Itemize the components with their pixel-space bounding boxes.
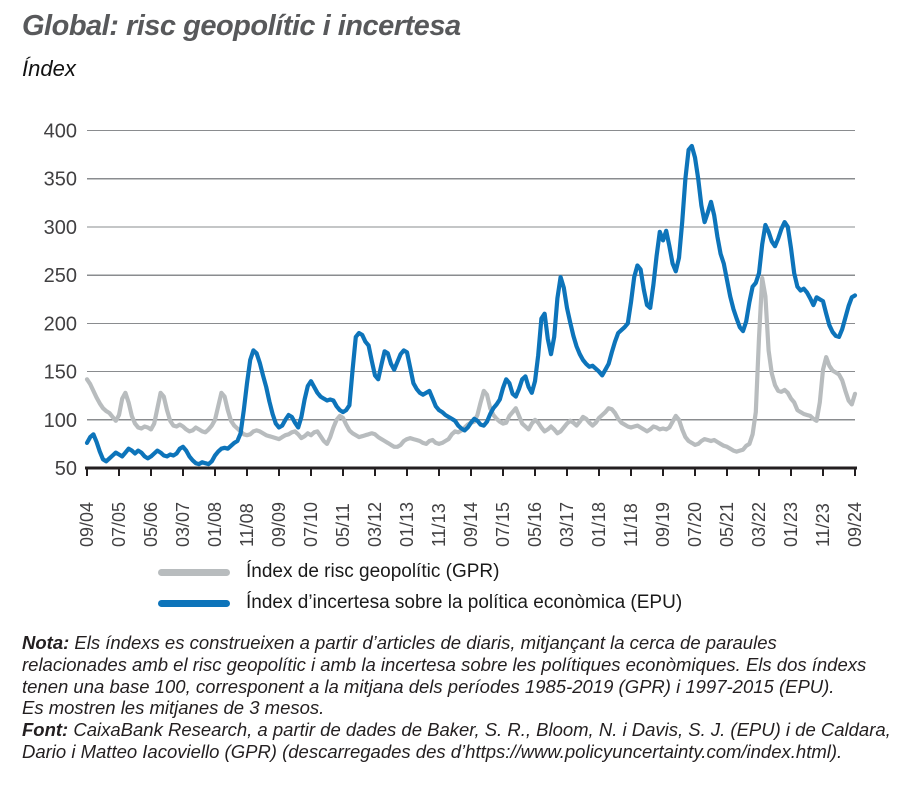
epu-line-swatch <box>158 599 230 607</box>
x-axis-tick-label: 09/24 <box>845 502 865 547</box>
x-axis-tick-label: 01/13 <box>397 502 417 547</box>
y-axis-tick-label: 250 <box>44 265 77 287</box>
legend-label-epu: Índex d’incertesa sobre la política econ… <box>246 592 683 613</box>
x-axis-tick-label: 11/08 <box>237 503 257 547</box>
x-axis-tick-label: 03/17 <box>557 502 577 547</box>
x-axis-tick-label: 03/07 <box>173 502 193 547</box>
source-text: Font: CaixaBank Research, a partir de da… <box>22 719 891 762</box>
y-axis-tick-label: 100 <box>44 410 77 432</box>
axis-unit-label: Índex <box>22 56 76 81</box>
x-axis-tick-label: 05/16 <box>525 502 545 547</box>
x-axis-tick-label: 05/21 <box>717 502 737 547</box>
chart-legend: Índex de risc geopolític (GPR) Índex d’i… <box>158 561 682 614</box>
x-axis-tick-label: 05/11 <box>333 503 353 547</box>
line-chart-canvas: 400 350 300 250 200 150 100 50 09/04 07/05 05/06 03… <box>44 121 865 547</box>
x-axis-tick-label: 01/18 <box>589 502 609 547</box>
epu-series-line <box>84 143 858 467</box>
source-label: Font: <box>22 719 69 741</box>
page-title: Global: risc geopolític i incertesa <box>22 10 461 42</box>
x-axis-tick-label: 07/20 <box>685 502 705 547</box>
x-axis-tick-label: 01/23 <box>781 502 801 547</box>
x-axis-tick-label: 07/05 <box>109 502 129 547</box>
x-axis-tick-label: 03/12 <box>365 502 385 547</box>
x-axis-tick-label: 09/09 <box>269 502 289 547</box>
x-axis-tick-label: 11/13 <box>429 503 449 547</box>
x-axis-tick-label: 03/22 <box>749 502 769 547</box>
y-axis-tick-label: 300 <box>44 217 77 239</box>
note-label: Nota: <box>22 632 70 653</box>
y-axis-tick-label: 350 <box>44 169 77 191</box>
y-axis-tick-label: 50 <box>55 458 77 480</box>
x-axis-tick-label: 09/04 <box>77 502 97 547</box>
x-axis-tick-label: 01/08 <box>205 502 225 547</box>
note-text: Nota: Els índexs es construeixen a parti… <box>22 632 867 719</box>
legend-item-epu: Índex d’incertesa sobre la política econ… <box>158 592 682 614</box>
legend-item-gpr: Índex de risc geopolític (GPR) <box>158 561 682 583</box>
x-axis-tick-label: 07/15 <box>493 502 513 547</box>
gpr-line-swatch <box>158 568 230 576</box>
x-axis-tick-label: 07/10 <box>301 502 321 547</box>
x-axis-tick-label: 11/18 <box>621 503 641 547</box>
x-axis-tick-label: 11/23 <box>813 503 833 547</box>
y-axis-tick-label: 200 <box>44 313 77 335</box>
x-axis-tick-label: 05/06 <box>141 502 161 547</box>
legend-label-gpr: Índex de risc geopolític (GPR) <box>246 561 500 582</box>
y-axis-tick-label: 400 <box>44 121 77 143</box>
x-axis-tick-label: 09/14 <box>461 502 481 547</box>
footnotes: Nota: Els índexs es construeixen a parti… <box>22 632 894 763</box>
y-axis-tick-label: 150 <box>44 362 77 384</box>
x-axis-tick-label: 09/19 <box>653 502 673 547</box>
chart-area: 400 350 300 250 200 150 100 50 09/04 07/05 05/06 03… <box>0 95 900 565</box>
